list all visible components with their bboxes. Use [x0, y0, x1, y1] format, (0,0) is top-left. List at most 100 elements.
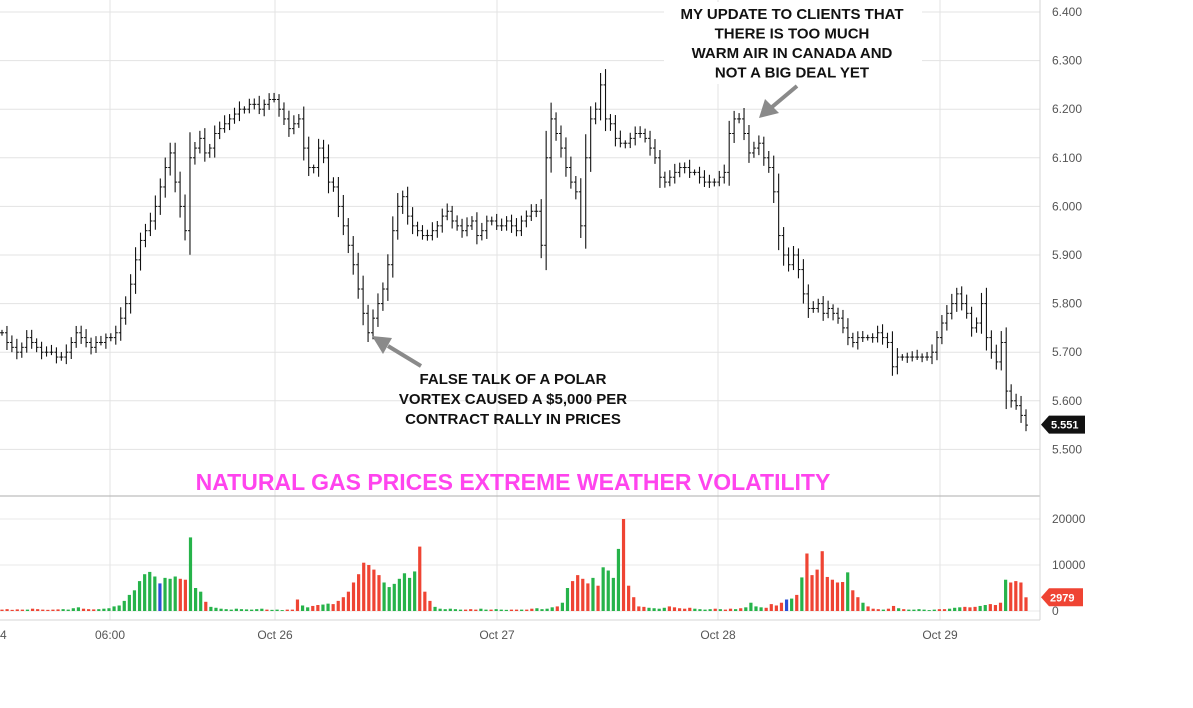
- price-axis-tick-label: 5.500: [1052, 442, 1082, 456]
- volume-bar: [117, 605, 121, 611]
- time-axis-tick-label: Oct 27: [479, 628, 515, 642]
- volume-bar: [693, 608, 697, 611]
- price-candle: [979, 292, 984, 334]
- price-candle: [875, 325, 880, 343]
- volume-bar: [657, 608, 661, 611]
- price-candle: [514, 218, 519, 237]
- volume-bar: [586, 583, 590, 611]
- price-candle: [776, 173, 781, 251]
- price-candle: [806, 284, 811, 318]
- annotation-line: MY UPDATE TO CLIENTS THAT: [680, 6, 903, 23]
- price-candle: [534, 203, 539, 218]
- price-candle: [687, 159, 692, 178]
- price-candle: [178, 171, 183, 218]
- volume-bar: [458, 609, 463, 611]
- annotation-background: [664, 2, 922, 84]
- price-candle: [103, 333, 108, 349]
- price-candle: [766, 150, 771, 173]
- volume-bar: [61, 609, 65, 611]
- price-candle: [301, 106, 306, 161]
- price-candle: [192, 142, 197, 165]
- price-candle: [583, 134, 588, 249]
- price-candle: [672, 163, 677, 184]
- price-candle: [549, 102, 554, 173]
- volume-bar: [662, 607, 666, 611]
- volume-bar: [978, 605, 982, 611]
- price-candle: [643, 128, 648, 143]
- price-candle: [494, 213, 499, 230]
- volume-bar: [163, 577, 167, 611]
- price-candle: [351, 236, 356, 275]
- price-candle: [712, 178, 717, 187]
- price-candle: [840, 309, 845, 334]
- volume-bar: [122, 600, 126, 611]
- price-candle: [450, 205, 455, 229]
- volume-bar: [102, 608, 106, 611]
- price-candle: [128, 274, 133, 314]
- volume-bar: [173, 576, 177, 611]
- price-candle: [465, 217, 470, 237]
- annotation-line: CONTRACT RALLY IN PRICES: [405, 411, 621, 428]
- price-candle: [415, 221, 420, 237]
- volume-bar: [30, 608, 35, 611]
- price-candle: [920, 353, 925, 363]
- volume-bar: [947, 608, 952, 611]
- price-candle: [484, 215, 489, 239]
- volume-bar: [637, 606, 641, 611]
- price-candle: [821, 296, 826, 321]
- volume-bar: [229, 609, 233, 611]
- volume-bar: [331, 604, 335, 611]
- volume-bar: [688, 607, 692, 611]
- volume-bar: [107, 608, 111, 611]
- volume-bar: [392, 583, 396, 611]
- volume-bar: [525, 609, 529, 611]
- price-candle: [504, 216, 509, 231]
- volume-bar: [10, 609, 14, 611]
- price-axis-tick-label: 6.400: [1052, 5, 1082, 19]
- volume-bar: [876, 609, 880, 611]
- price-candle: [34, 338, 39, 353]
- price-candle: [756, 135, 761, 156]
- annotation-line: NOT A BIG DEAL YET: [715, 65, 869, 82]
- price-candle: [544, 130, 549, 271]
- price-candle: [959, 286, 964, 311]
- volume-bar: [596, 585, 600, 611]
- volume-bar: [851, 590, 855, 611]
- price-candle: [217, 121, 222, 140]
- chart-title: NATURAL GAS PRICES EXTREME WEATHER VOLAT…: [196, 469, 831, 495]
- price-candle: [222, 115, 227, 133]
- price-candle: [29, 329, 34, 349]
- volume-bar: [265, 609, 269, 611]
- volume-bar: [357, 574, 361, 611]
- volume-bar: [20, 609, 24, 611]
- volume-bar: [188, 537, 193, 611]
- price-candle: [568, 156, 573, 189]
- volume-bar: [846, 572, 850, 611]
- volume-bar: [734, 609, 738, 611]
- last-price-badge-shape: [1041, 415, 1085, 434]
- volume-bar: [907, 609, 911, 611]
- price-candle: [489, 216, 494, 226]
- price-candle: [529, 204, 534, 221]
- price-axis-tick-label: 5.800: [1052, 297, 1082, 311]
- price-candle: [836, 307, 841, 324]
- price-candle: [163, 157, 168, 198]
- volume-bar: [56, 609, 60, 611]
- volume-bar: [87, 609, 91, 611]
- price-candle: [385, 254, 390, 301]
- volume-bar: [484, 609, 488, 611]
- volume-bar: [311, 605, 315, 611]
- price-candle: [143, 223, 148, 248]
- volume-bar: [509, 609, 514, 611]
- volume-bar: [5, 609, 9, 611]
- price-candle: [954, 287, 959, 312]
- arrow-head: [759, 99, 779, 118]
- price-candle: [440, 208, 445, 233]
- price-axis-tick-label: 5.700: [1052, 345, 1082, 359]
- price-candle: [133, 247, 138, 294]
- volume-bar: [779, 602, 784, 611]
- volume-bar: [158, 583, 162, 611]
- volume-bar: [866, 606, 870, 611]
- price-candle: [14, 338, 19, 360]
